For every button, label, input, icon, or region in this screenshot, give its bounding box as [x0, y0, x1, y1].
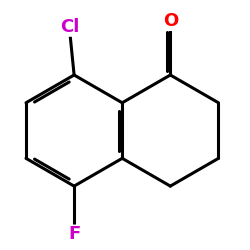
Text: O: O: [163, 12, 178, 30]
Text: F: F: [68, 226, 80, 244]
Text: Cl: Cl: [60, 18, 80, 36]
